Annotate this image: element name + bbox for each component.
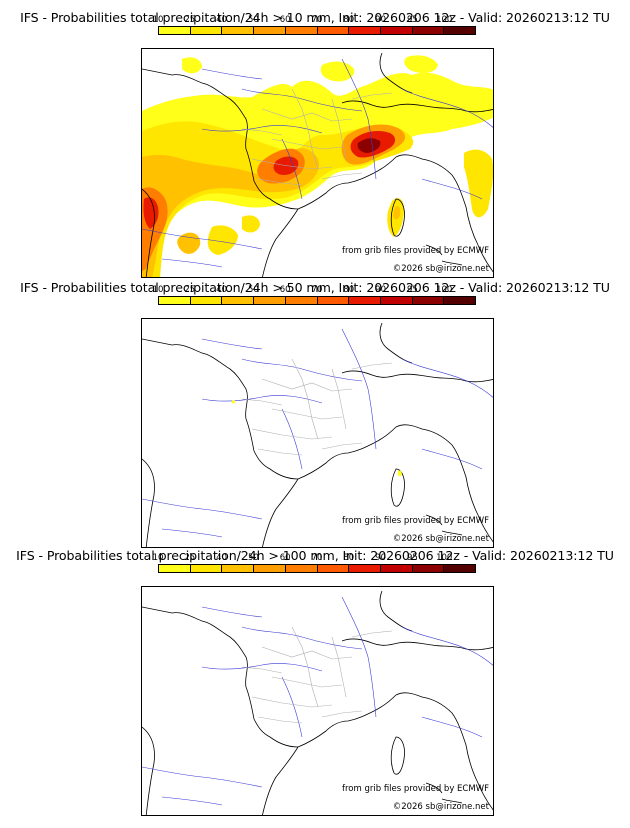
colorbar-swatch <box>317 565 350 572</box>
colorbar-swatch <box>222 297 255 304</box>
colorbar-tick-label: 40 <box>216 285 228 295</box>
colorbar-tick-label: 50 <box>247 285 259 295</box>
forecast-panel-50mm: IFS - Probabilities total precipitation/… <box>0 270 630 548</box>
colorbar-swatch <box>412 565 445 572</box>
colorbar-tick-label: 10 <box>152 15 164 25</box>
colorbar-tick-label: 95 <box>406 553 418 563</box>
probability-colorbar <box>158 296 476 305</box>
colorbar-tick-label: 100 <box>436 15 453 25</box>
colorbar-tick-label: 10 <box>152 553 164 563</box>
copyright-credit: ©2026 sb@irizone.net <box>392 534 489 544</box>
colorbar-tick-label: 60 <box>279 15 291 25</box>
colorbar-swatch <box>159 27 191 34</box>
map-canvas <box>142 52 493 277</box>
colorbar-swatch <box>380 27 413 34</box>
source-credit: from grib files provided by ECMWF <box>342 784 489 794</box>
colorbar-swatch <box>222 27 255 34</box>
probability-map: from grib files provided by ECMWF ©2026 … <box>141 318 494 548</box>
forecast-panel-100mm: IFS - Probabilities total precipitation/… <box>0 538 630 816</box>
colorbar-tick-label: 25 <box>184 553 196 563</box>
colorbar-swatch <box>159 297 191 304</box>
rivers <box>142 328 493 538</box>
copyright-credit: ©2026 sb@irizone.net <box>392 264 489 274</box>
colorbar-tick-label: 40 <box>216 15 228 25</box>
source-credit: from grib files provided by ECMWF <box>342 246 489 256</box>
colorbar-swatch <box>190 565 223 572</box>
colorbar-tick-label: 80 <box>343 285 355 295</box>
colorbar-swatch <box>380 565 413 572</box>
panel-title: IFS - Probabilities total precipitation/… <box>20 280 610 295</box>
colorbar-tick-label: 100 <box>436 553 453 563</box>
colorbar-swatch <box>285 565 318 572</box>
colorbar-swatch <box>412 27 445 34</box>
colorbar-tick-label: 70 <box>311 15 323 25</box>
copyright-credit: ©2026 sb@irizone.net <box>392 802 489 812</box>
colorbar-tick-label: 95 <box>406 15 418 25</box>
colorbar-swatch <box>317 297 350 304</box>
colorbar-swatch <box>254 27 286 34</box>
colorbar-tick-label: 70 <box>311 553 323 563</box>
admin-borders <box>241 626 393 724</box>
colorbar-swatch <box>190 27 223 34</box>
colorbar-swatch <box>254 297 286 304</box>
colorbar-swatch <box>317 27 350 34</box>
colorbar-tick-label: 100 <box>436 285 453 295</box>
colorbar-swatch <box>444 297 476 304</box>
colorbar-swatch <box>222 565 255 572</box>
colorbar-swatch <box>349 27 381 34</box>
colorbar-tick-label: 25 <box>184 15 196 25</box>
colorbar-swatch <box>254 565 286 572</box>
rivers <box>142 596 493 806</box>
colorbar-swatch <box>285 27 318 34</box>
colorbar-tick-label: 60 <box>279 553 291 563</box>
colorbar-swatch <box>159 565 191 572</box>
panel-title: IFS - Probabilities total precipitation/… <box>20 10 610 25</box>
colorbar-swatch <box>412 297 445 304</box>
colorbar-tick-label: 25 <box>184 285 196 295</box>
coastlines <box>142 322 493 547</box>
colorbar-ticks: 10 25 40 50 60 70 80 90 95 100 <box>153 15 476 26</box>
precip-probability-field <box>142 55 493 277</box>
colorbar-tick-label: 10 <box>152 285 164 295</box>
colorbar-swatch <box>349 565 381 572</box>
colorbar-tick-label: 70 <box>311 285 323 295</box>
colorbar-tick-label: 50 <box>247 15 259 25</box>
colorbar-tick-label: 60 <box>279 285 291 295</box>
panel-title: IFS - Probabilities total precipitation/… <box>16 548 614 563</box>
map-canvas <box>142 322 493 547</box>
colorbar-tick-label: 40 <box>216 553 228 563</box>
probability-map: from grib files provided by ECMWF ©2026 … <box>141 48 494 278</box>
colorbar-tick-label: 90 <box>375 15 387 25</box>
probability-map: from grib files provided by ECMWF ©2026 … <box>141 586 494 816</box>
colorbar-swatch <box>444 27 476 34</box>
probability-colorbar <box>158 26 476 35</box>
colorbar-swatch <box>349 297 381 304</box>
colorbar-swatch <box>444 565 476 572</box>
precip-probability-field <box>231 400 402 477</box>
colorbar-tick-label: 95 <box>406 285 418 295</box>
colorbar-tick-label: 50 <box>247 553 259 563</box>
colorbar-swatch <box>285 297 318 304</box>
colorbar-tick-label: 80 <box>343 15 355 25</box>
colorbar-swatch <box>190 297 223 304</box>
colorbar-swatch <box>380 297 413 304</box>
rivers <box>142 58 493 268</box>
forecast-panel-10mm: IFS - Probabilities total precipitation/… <box>0 0 630 278</box>
colorbar-tick-label: 90 <box>375 553 387 563</box>
colorbar-ticks: 10 25 40 50 60 70 80 90 95 100 <box>153 553 476 564</box>
colorbar-tick-label: 90 <box>375 285 387 295</box>
admin-borders <box>241 358 393 456</box>
admin-borders <box>241 88 393 186</box>
source-credit: from grib files provided by ECMWF <box>342 516 489 526</box>
colorbar-tick-label: 80 <box>343 553 355 563</box>
probability-colorbar <box>158 564 476 573</box>
colorbar-ticks: 10 25 40 50 60 70 80 90 95 100 <box>153 285 476 296</box>
map-canvas <box>142 590 493 815</box>
coastlines <box>142 590 493 815</box>
